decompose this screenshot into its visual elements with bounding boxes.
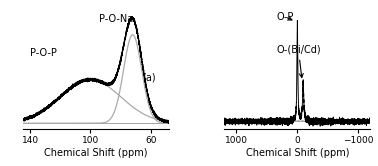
Text: O-(Bi/Cd): O-(Bi/Cd) [276, 45, 321, 78]
Text: P-O-Na: P-O-Na [99, 14, 133, 24]
X-axis label: Chemical Shift (ppm): Chemical Shift (ppm) [246, 148, 349, 158]
X-axis label: Chemical Shift (ppm): Chemical Shift (ppm) [44, 148, 147, 158]
Text: O-P: O-P [276, 12, 293, 22]
Text: (a): (a) [142, 73, 156, 83]
Text: P-O-P: P-O-P [30, 48, 57, 58]
